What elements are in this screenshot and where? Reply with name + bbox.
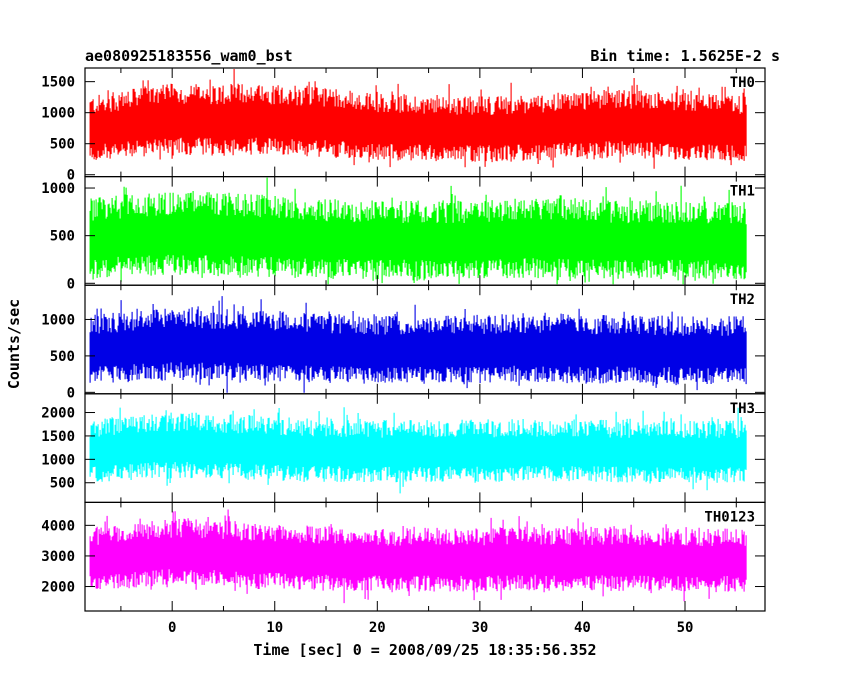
panel-th3: 500 1000 1500 2000 TH3 bbox=[41, 393, 766, 503]
y-tick-label: 0 bbox=[67, 168, 75, 184]
x-tick-label: 20 bbox=[369, 620, 386, 636]
series-th3 bbox=[89, 407, 747, 494]
x-tick-label: 40 bbox=[574, 620, 591, 636]
panels-group: 0 500 1000 1500 TH0 0 500 1000 TH1 0 500 1000 TH2 500… bbox=[41, 67, 766, 612]
panel-label: TH2 bbox=[730, 292, 755, 308]
y-tick-label: 3000 bbox=[41, 549, 75, 565]
y-tick-label: 1000 bbox=[41, 106, 75, 122]
x-tick-label: 0 bbox=[168, 620, 176, 636]
y-axis-label: Counts/sec bbox=[5, 299, 23, 389]
panel-label: TH0123 bbox=[704, 509, 755, 525]
panel-label: TH1 bbox=[730, 184, 755, 200]
bin-time-label: Bin time: 1.5625E-2 s bbox=[590, 47, 780, 65]
y-tick-label: 1000 bbox=[41, 312, 75, 328]
y-tick-label: 2000 bbox=[41, 406, 75, 422]
y-tick-label: 0 bbox=[67, 276, 75, 292]
y-tick-label: 500 bbox=[50, 137, 75, 153]
y-tick-label: 500 bbox=[50, 349, 75, 365]
series-th1 bbox=[89, 177, 747, 285]
plot-title: ae080925183556_wam0_bst bbox=[85, 47, 293, 65]
series-th2 bbox=[89, 296, 747, 393]
y-tick-label: 1000 bbox=[41, 452, 75, 468]
y-tick-label: 500 bbox=[50, 476, 75, 492]
y-tick-label: 2000 bbox=[41, 580, 75, 596]
series-th0123 bbox=[89, 509, 747, 604]
panel-th0: 0 500 1000 1500 TH0 bbox=[41, 67, 766, 184]
x-axis: 0 10 20 30 40 50 bbox=[120, 68, 737, 636]
panel-th1: 0 500 1000 TH1 bbox=[41, 176, 766, 292]
panel-th2: 0 500 1000 TH2 bbox=[41, 284, 766, 401]
x-tick-label: 30 bbox=[471, 620, 488, 636]
panel-frame bbox=[84, 501, 766, 612]
series-th0 bbox=[89, 69, 747, 169]
y-tick-label: 1000 bbox=[41, 181, 75, 197]
x-axis-label: Time [sec] 0 = 2008/09/25 18:35:56.352 bbox=[253, 641, 596, 659]
y-tick-label: 1500 bbox=[41, 75, 75, 91]
y-tick-label: 500 bbox=[50, 229, 75, 245]
x-tick-label: 50 bbox=[677, 620, 694, 636]
y-tick-label: 4000 bbox=[41, 518, 75, 534]
y-tick-label: 0 bbox=[67, 385, 75, 401]
panel-th0123: 2000 3000 4000 TH0123 bbox=[41, 501, 766, 612]
y-tick-label: 1500 bbox=[41, 429, 75, 445]
x-tick-label: 10 bbox=[266, 620, 283, 636]
panel-label: TH0 bbox=[730, 75, 755, 91]
panel-label: TH3 bbox=[730, 401, 755, 417]
